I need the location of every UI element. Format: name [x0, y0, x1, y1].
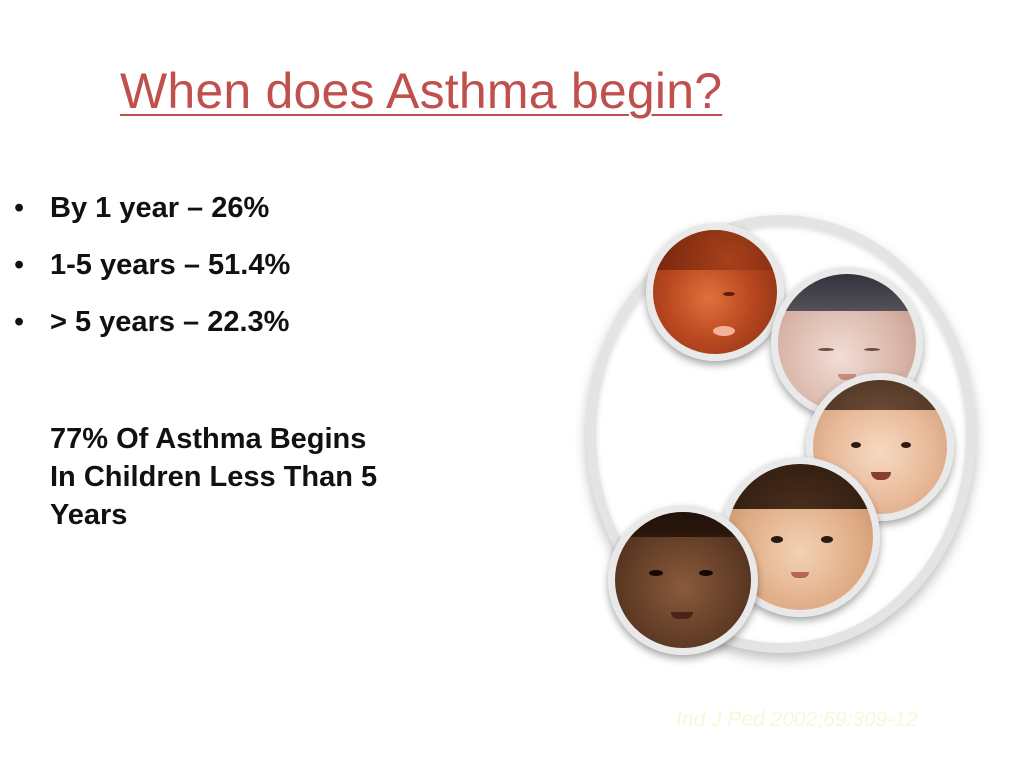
- bullet-text: > 5 years – 22.3%: [50, 306, 290, 338]
- hair-shape: [727, 464, 873, 510]
- eye-shape: [901, 442, 911, 448]
- slide-title: When does Asthma begin?: [120, 63, 723, 119]
- eye-shape: [723, 292, 735, 296]
- hair-shape: [615, 512, 751, 538]
- bullet-text: 1-5 years – 51.4%: [50, 249, 291, 281]
- bullet-text: By 1 year – 26%: [50, 192, 270, 224]
- hair-shape: [778, 274, 916, 311]
- eye-shape: [864, 348, 880, 351]
- bullet-dot: •: [14, 306, 25, 338]
- summary-line: 77% Of Asthma Begins: [50, 423, 367, 455]
- eye-shape: [821, 536, 833, 543]
- eye-shape: [818, 348, 834, 351]
- head-shape: [653, 230, 777, 270]
- summary-line: Years: [50, 499, 128, 531]
- hair-shape: [813, 380, 947, 411]
- bullet-dot: •: [14, 192, 25, 224]
- eye-shape: [699, 570, 713, 576]
- mouth-shape: [791, 572, 809, 578]
- fetus-image: [646, 223, 784, 361]
- citation: Ind J Ped 2002;69:309-12: [676, 708, 918, 731]
- eye-shape: [851, 442, 861, 448]
- mouth-shape: [671, 612, 693, 619]
- hand-shape: [713, 326, 735, 336]
- mouth-shape: [871, 472, 891, 480]
- eye-shape: [649, 570, 663, 576]
- adolescent-image: [608, 505, 758, 655]
- mouth-shape: [838, 374, 856, 380]
- summary-statement: 77% Of Asthma Begins In Children Less Th…: [50, 420, 450, 534]
- age-progression-illustration: [586, 205, 986, 665]
- bullet-dot: •: [14, 249, 25, 281]
- eye-shape: [771, 536, 783, 543]
- summary-line: In Children Less Than 5: [50, 461, 378, 493]
- child-image: [720, 457, 880, 617]
- baby-image: [806, 373, 954, 521]
